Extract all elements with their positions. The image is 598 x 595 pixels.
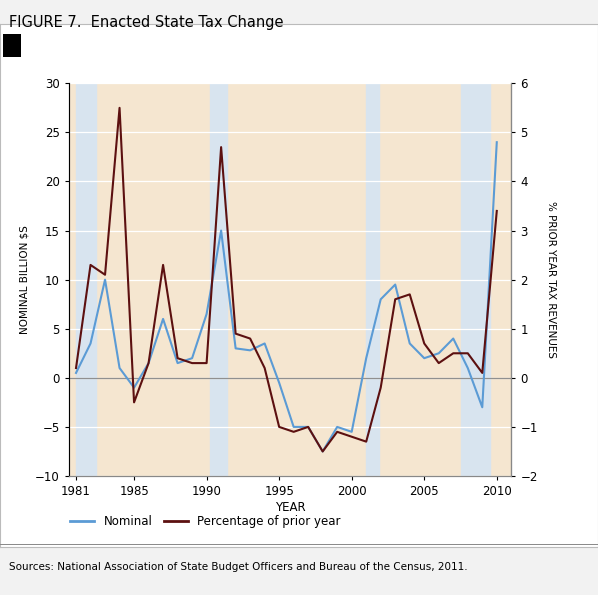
Text: FIGURE 7.  Enacted State Tax Change: FIGURE 7. Enacted State Tax Change <box>9 15 283 30</box>
Y-axis label: % PRIOR YEAR TAX REVENUES: % PRIOR YEAR TAX REVENUES <box>546 201 556 358</box>
X-axis label: YEAR: YEAR <box>274 501 306 514</box>
Bar <box>209 83 227 476</box>
Bar <box>366 83 379 476</box>
Bar <box>76 83 96 476</box>
Text: Sources: National Association of State Budget Officers and Bureau of the Census,: Sources: National Association of State B… <box>9 562 468 572</box>
Bar <box>460 83 490 476</box>
Y-axis label: NOMINAL BILLION $S: NOMINAL BILLION $S <box>20 226 29 334</box>
Legend: Nominal, Percentage of prior year: Nominal, Percentage of prior year <box>66 510 346 533</box>
